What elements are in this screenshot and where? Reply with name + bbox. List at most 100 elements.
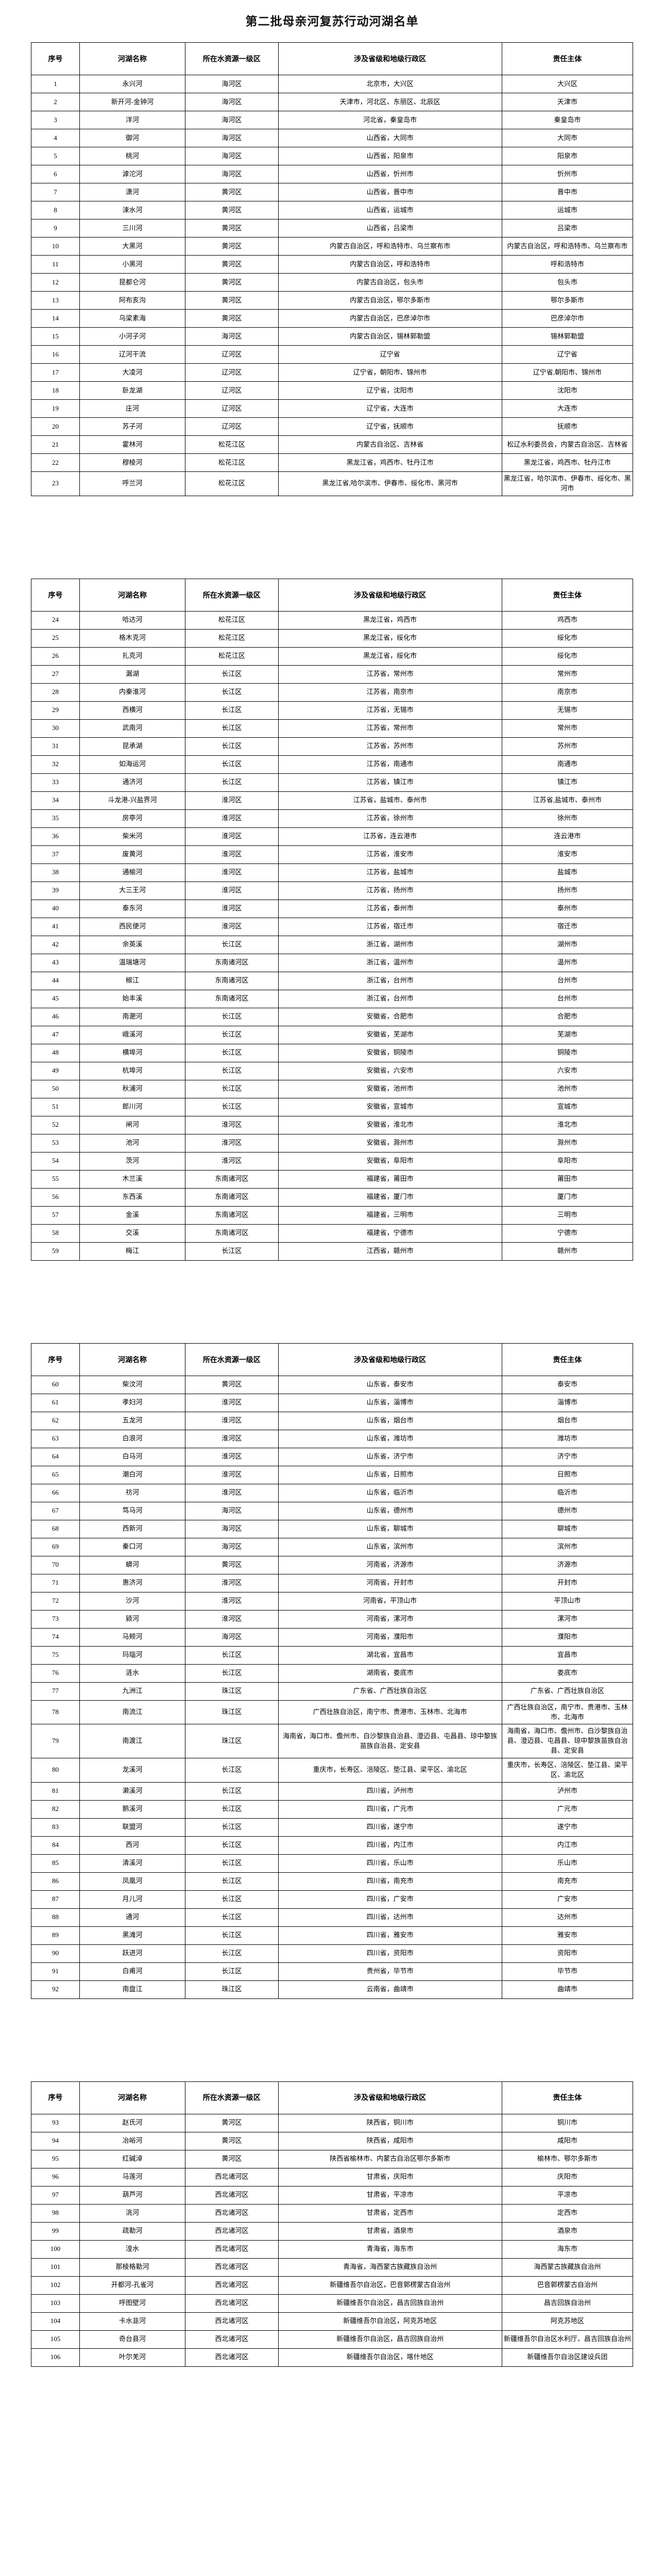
cell-name: 柴汶河 bbox=[79, 1375, 185, 1394]
cell-basin: 长江区 bbox=[184, 719, 279, 738]
cell-responsible: 曲靖市 bbox=[501, 1980, 634, 1999]
cell-name: 西河 bbox=[79, 1836, 185, 1855]
cell-basin: 长江区 bbox=[184, 1646, 279, 1665]
cell-seq: 68 bbox=[30, 1519, 80, 1538]
cell-name: 蟒河 bbox=[79, 1555, 185, 1574]
cell-name: 孝妇河 bbox=[79, 1393, 185, 1412]
cell-basin: 松花江区 bbox=[184, 647, 279, 666]
cell-responsible: 泰安市 bbox=[501, 1375, 634, 1394]
cell-seq: 49 bbox=[30, 1061, 80, 1080]
table-row: 30 武南河 长江区 江苏省，常州市 常州市 bbox=[30, 719, 634, 738]
cell-basin: 松花江区 bbox=[184, 471, 279, 496]
cell-seq: 104 bbox=[30, 2312, 80, 2331]
cell-basin: 东南诸河区 bbox=[184, 1224, 279, 1243]
cell-seq: 76 bbox=[30, 1664, 80, 1683]
cell-seq: 28 bbox=[30, 683, 80, 702]
cell-seq: 50 bbox=[30, 1079, 80, 1098]
cell-admin: 江苏省，徐州市 bbox=[278, 809, 502, 828]
cell-seq: 99 bbox=[30, 2222, 80, 2241]
cell-admin: 安徽省，淮北市 bbox=[278, 1115, 502, 1134]
column-header-name: 河湖名称 bbox=[79, 578, 185, 612]
cell-responsible: 厦门市 bbox=[501, 1188, 634, 1207]
river-list-table: 序号 河湖名称 所在水资源一级区 涉及省级和地级行政区 责任主体 93 赵氏河 黄河区 陕西省，… bbox=[30, 2081, 634, 2367]
cell-responsible: 广东省、广西壮族自治区 bbox=[501, 1682, 634, 1701]
cell-seq: 67 bbox=[30, 1501, 80, 1520]
cell-basin: 辽河区 bbox=[184, 363, 279, 382]
cell-basin: 淮河区 bbox=[184, 845, 279, 864]
cell-admin: 江苏省，苏州市 bbox=[278, 737, 502, 756]
cell-responsible: 淄博市 bbox=[501, 1393, 634, 1412]
cell-responsible: 三明市 bbox=[501, 1206, 634, 1225]
cell-admin: 福建省，厦门市 bbox=[278, 1188, 502, 1207]
cell-admin: 新疆维吾尔自治区，昌吉回族自治州 bbox=[278, 2330, 502, 2349]
cell-name: 西民便河 bbox=[79, 917, 185, 936]
cell-admin: 山东省，泰安市 bbox=[278, 1375, 502, 1394]
cell-basin: 淮河区 bbox=[184, 1465, 279, 1484]
cell-seq: 90 bbox=[30, 1944, 80, 1963]
cell-admin: 四川省，资阳市 bbox=[278, 1944, 502, 1963]
cell-seq: 82 bbox=[30, 1800, 80, 1819]
cell-name: 通河 bbox=[79, 1908, 185, 1927]
table-row: 2 新开河-金钟河 海河区 天津市，河北区、东丽区、北辰区 天津市 bbox=[30, 93, 634, 111]
cell-seq: 34 bbox=[30, 791, 80, 810]
table-row: 12 昆都仑河 黄河区 内蒙古自治区，包头市 包头市 bbox=[30, 273, 634, 292]
cell-responsible: 平顶山市 bbox=[501, 1591, 634, 1611]
cell-name: 南流江 bbox=[79, 1700, 185, 1725]
table-header-row: 序号 河湖名称 所在水资源一级区 涉及省级和地级行政区 责任主体 bbox=[30, 1343, 634, 1376]
cell-basin: 淮河区 bbox=[184, 1133, 279, 1153]
cell-name: 大黑河 bbox=[79, 237, 185, 256]
table-row: 58 交溪 东南诸河区 福建省，宁德市 宁德市 bbox=[30, 1224, 634, 1243]
cell-seq: 46 bbox=[30, 1007, 80, 1026]
cell-basin: 黄河区 bbox=[184, 1555, 279, 1574]
cell-responsible: 忻州市 bbox=[501, 165, 634, 183]
table-row: 36 柴米河 淮河区 江苏省，连云港市 连云港市 bbox=[30, 827, 634, 846]
cell-responsible: 大兴区 bbox=[501, 75, 634, 93]
cell-name: 白马河 bbox=[79, 1447, 185, 1466]
cell-basin: 长江区 bbox=[184, 773, 279, 792]
table-row: 33 通济河 长江区 江苏省，镇江市 镇江市 bbox=[30, 773, 634, 792]
table-row: 1 永兴河 海河区 北京市，大兴区 大兴区 bbox=[30, 75, 634, 93]
table-row: 39 大三王河 淮河区 江苏省，扬州市 扬州市 bbox=[30, 881, 634, 900]
cell-name: 御河 bbox=[79, 129, 185, 147]
cell-seq: 62 bbox=[30, 1411, 80, 1430]
cell-seq: 79 bbox=[30, 1724, 80, 1758]
cell-seq: 41 bbox=[30, 917, 80, 936]
cell-admin: 辽宁省，朝阳市、锦州市 bbox=[278, 363, 502, 382]
table-row: 57 金溪 东南诸河区 福建省，三明市 三明市 bbox=[30, 1206, 634, 1225]
cell-name: 乌梁素海 bbox=[79, 309, 185, 328]
cell-responsible: 苏州市 bbox=[501, 737, 634, 756]
cell-name: 马莲河 bbox=[79, 2167, 185, 2187]
cell-name: 潇河 bbox=[79, 183, 185, 201]
cell-name: 桃河 bbox=[79, 147, 185, 165]
cell-basin: 黄河区 bbox=[184, 309, 279, 328]
cell-name: 小黑河 bbox=[79, 255, 185, 274]
cell-admin: 山西省，忻州市 bbox=[278, 165, 502, 183]
cell-name: 昆都仑河 bbox=[79, 273, 185, 292]
cell-name: 濑溪河 bbox=[79, 1782, 185, 1801]
cell-basin: 淮河区 bbox=[184, 827, 279, 846]
cell-basin: 黄河区 bbox=[184, 2113, 279, 2132]
cell-seq: 53 bbox=[30, 1133, 80, 1153]
table-row: 27 漏湖 长江区 江苏省，常州市 常州市 bbox=[30, 665, 634, 684]
cell-basin: 淮河区 bbox=[184, 917, 279, 936]
cell-basin: 淮河区 bbox=[184, 1151, 279, 1171]
table-row: 15 小河子河 海河区 内蒙古自治区，锡林郭勒盟 锡林郭勒盟 bbox=[30, 327, 634, 346]
cell-basin: 松花江区 bbox=[184, 453, 279, 472]
table-row: 51 郎川河 长江区 安徽省，宣城市 宣城市 bbox=[30, 1097, 634, 1116]
cell-admin: 河北省，秦皇岛市 bbox=[278, 111, 502, 129]
cell-responsible: 黑龙江省，鸡西市、牡丹江市 bbox=[501, 453, 634, 472]
cell-responsible: 毕节市 bbox=[501, 1962, 634, 1981]
cell-name: 始丰溪 bbox=[79, 989, 185, 1008]
cell-admin: 浙江省，台州市 bbox=[278, 971, 502, 990]
cell-seq: 33 bbox=[30, 773, 80, 792]
cell-basin: 珠江区 bbox=[184, 1980, 279, 1999]
cell-admin: 辽宁省 bbox=[278, 345, 502, 364]
cell-responsible: 新疆维吾尔自治区水利厅、昌吉回族自治州 bbox=[501, 2330, 634, 2349]
table-row: 81 濑溪河 长江区 四川省，泸州市 泸州市 bbox=[30, 1782, 634, 1801]
cell-responsible: 绥化市 bbox=[501, 647, 634, 666]
cell-name: 木兰溪 bbox=[79, 1170, 185, 1189]
cell-basin: 东南诸河区 bbox=[184, 971, 279, 990]
table-row: 106 叶尔羌河 西北诸河区 新疆维吾尔自治区，喀什地区 新疆维吾尔自治区建设兵团 bbox=[30, 2348, 634, 2367]
cell-admin: 新疆维吾尔自治区，昌吉回族自治州 bbox=[278, 2294, 502, 2313]
cell-seq: 35 bbox=[30, 809, 80, 828]
